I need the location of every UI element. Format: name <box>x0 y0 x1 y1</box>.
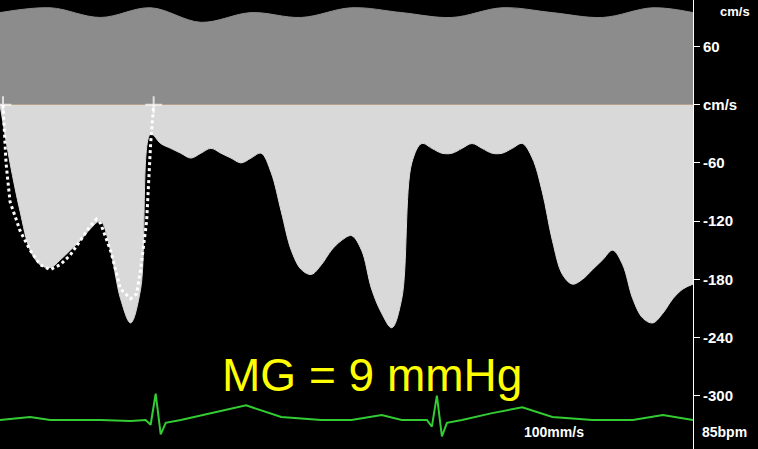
svg-text:-300: -300 <box>703 387 733 404</box>
svg-text:-60: -60 <box>703 154 725 171</box>
svg-text:MG = 9 mmHg: MG = 9 mmHg <box>222 349 522 401</box>
svg-text:100mm/s: 100mm/s <box>524 424 584 440</box>
svg-text:-240: -240 <box>703 329 733 346</box>
svg-text:cm/s: cm/s <box>720 4 750 19</box>
svg-text:85bpm: 85bpm <box>702 424 747 440</box>
svg-text:cm/s: cm/s <box>703 96 737 113</box>
svg-text:-120: -120 <box>703 212 733 229</box>
svg-text:60: 60 <box>703 38 720 55</box>
svg-text:-180: -180 <box>703 271 733 288</box>
